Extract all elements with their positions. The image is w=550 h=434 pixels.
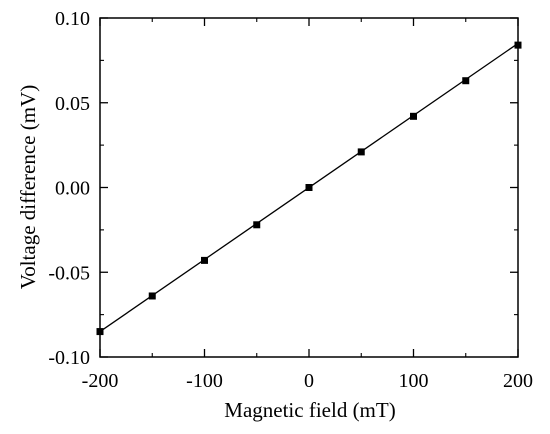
y-tick-labels: -0.10 -0.05 0.00 0.05 0.10 — [48, 8, 90, 369]
x-tick-label: 0 — [304, 370, 314, 392]
data-point — [305, 184, 313, 191]
x-tick-label: -200 — [82, 370, 119, 392]
data-point — [253, 221, 261, 229]
x-tick-label: 200 — [503, 370, 533, 392]
x-axis-label: Magnetic field (mT) — [224, 398, 395, 422]
y-tick-label: 0.10 — [55, 8, 90, 30]
y-tick-label: 0.00 — [55, 178, 90, 200]
plot-area — [96, 17, 522, 358]
data-markers — [96, 41, 522, 336]
data-point — [148, 292, 156, 300]
axis-ticks — [99, 17, 519, 358]
x-tick-label: 100 — [399, 370, 429, 392]
y-tick-label: -0.10 — [48, 347, 90, 369]
data-point — [410, 112, 417, 120]
y-tick-label: -0.05 — [48, 262, 90, 284]
y-tick-label: 0.05 — [55, 93, 90, 115]
data-point — [514, 41, 522, 49]
data-point — [357, 148, 365, 156]
y-axis-label: Voltage difference (mV) — [16, 85, 40, 289]
data-point — [201, 256, 208, 264]
data-point — [462, 77, 470, 85]
data-point — [96, 328, 104, 336]
x-tick-label: -100 — [186, 370, 223, 392]
x-tick-labels: -200 -100 0 100 200 — [82, 370, 533, 392]
